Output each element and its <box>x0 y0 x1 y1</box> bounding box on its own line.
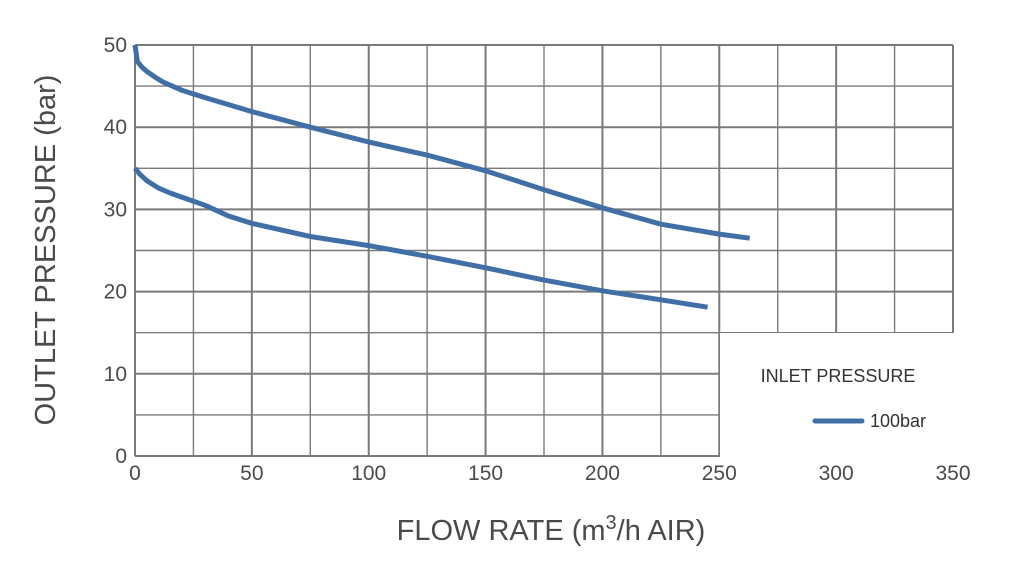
legend-entry-label: 100bar <box>870 411 926 431</box>
y-tick-label: 50 <box>104 34 127 57</box>
x-axis-title-after: /h AIR) <box>617 515 706 547</box>
tick-labels: 0 50 100 150 200 250 300 350 0 10 20 30 40 50 <box>104 34 971 485</box>
x-axis-title-before: FLOW RATE (m <box>397 515 606 547</box>
y-axis-title: OUTLET PRESSURE (bar) <box>30 75 62 426</box>
x-tick-label: 100 <box>351 462 386 485</box>
legend-box <box>720 333 955 458</box>
x-tick-label: 200 <box>585 462 620 485</box>
x-axis-title-superscript: 3 <box>606 512 617 534</box>
y-tick-label: 10 <box>104 363 127 386</box>
legend-title: INLET PRESSURE <box>761 366 916 386</box>
x-tick-label: 50 <box>240 462 263 485</box>
y-tick-label: 30 <box>104 198 127 221</box>
y-tick-label: 0 <box>115 445 127 468</box>
y-tick-label: 40 <box>104 116 127 139</box>
series-layer <box>132 44 751 310</box>
x-tick-label: 150 <box>468 462 503 485</box>
series-line-2 <box>133 166 708 310</box>
x-tick-label: 250 <box>702 462 737 485</box>
x-tick-label: 350 <box>935 462 970 485</box>
series-line-1 <box>132 44 751 241</box>
y-tick-label: 20 <box>104 281 127 304</box>
x-axis-title: FLOW RATE (m3/h AIR) <box>397 512 706 547</box>
x-tick-label: 300 <box>819 462 854 485</box>
x-tick-label: 0 <box>129 462 141 485</box>
legend: INLET PRESSURE 100bar <box>720 333 955 458</box>
